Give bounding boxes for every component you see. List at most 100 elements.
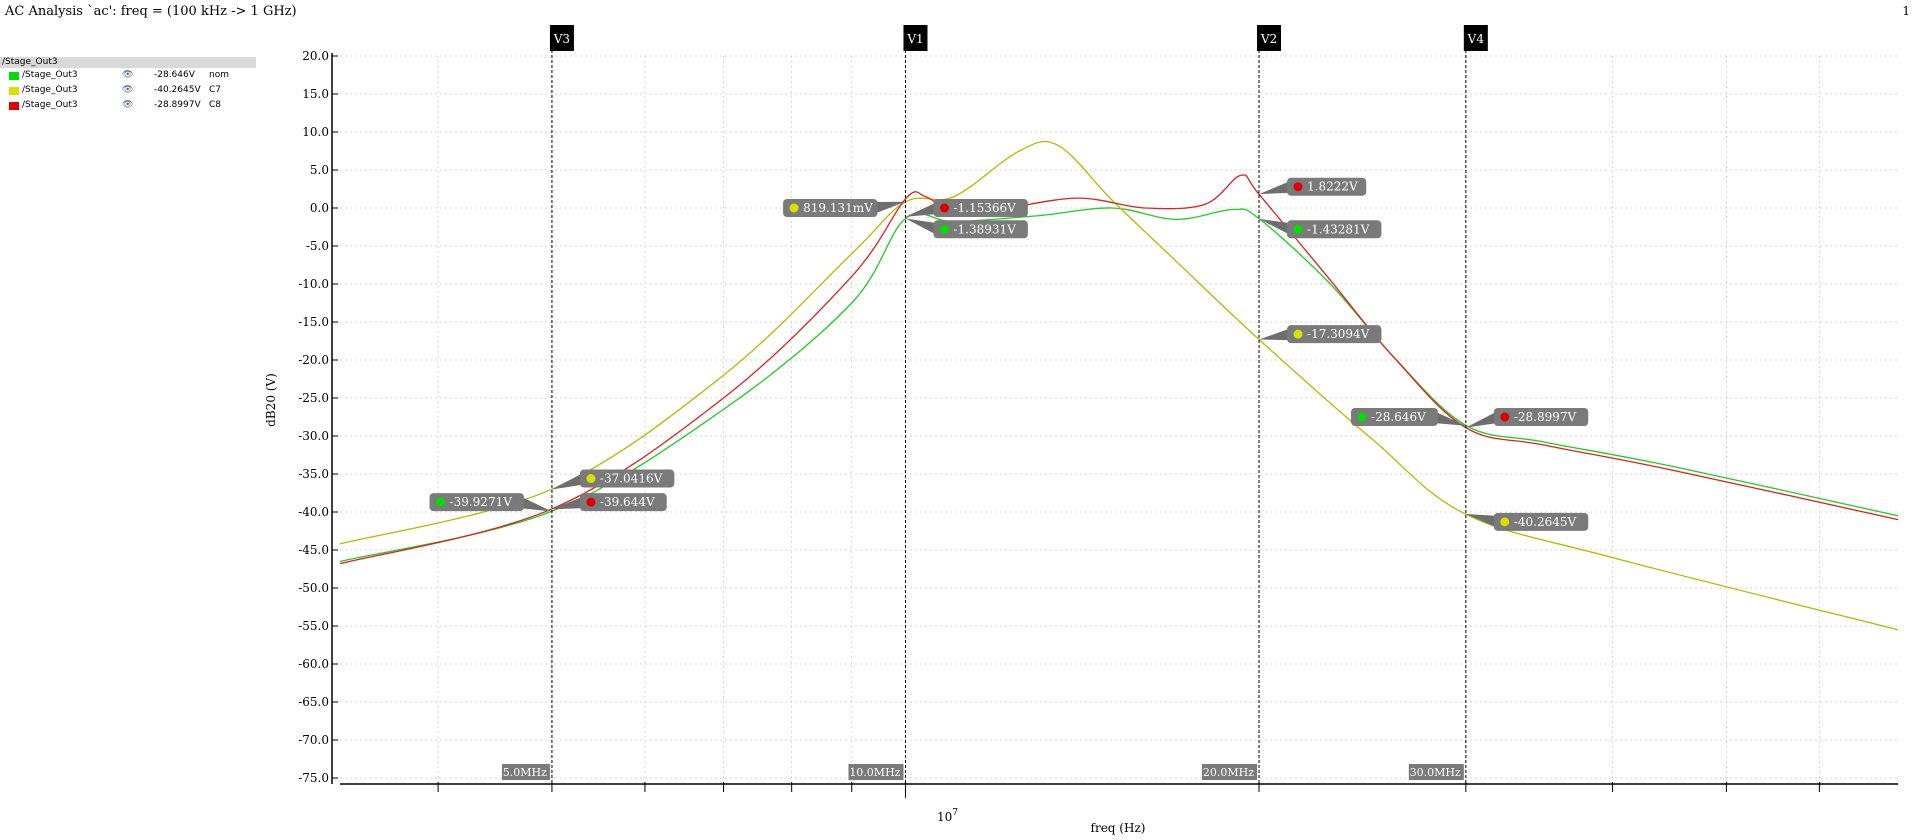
legend-signal-name: /Stage_Out3	[22, 100, 78, 110]
legend-corner: nom	[209, 70, 229, 80]
y-tick-label: -15.0	[298, 315, 329, 329]
callout-dot	[586, 497, 596, 507]
callout-dot	[1293, 224, 1303, 234]
y-tick-label: -60.0	[298, 657, 329, 671]
y-tick-label: -25.0	[298, 391, 329, 405]
x-decade-label: 107	[937, 808, 958, 824]
x-decade-base: 10	[937, 810, 952, 824]
marker-tag-label: V4	[1467, 32, 1485, 46]
callout-value: -37.0416V	[600, 472, 663, 486]
callout-value: -40.2645V	[1514, 515, 1577, 529]
legend-corner: C8	[209, 100, 222, 110]
y-tick-label: -35.0	[298, 467, 329, 481]
y-tick-label: 5.0	[310, 163, 329, 177]
eye-icon[interactable]: 👁	[122, 70, 134, 80]
y-axis-label: dB20 (V)	[264, 373, 278, 427]
y-tick-label: -30.0	[298, 429, 329, 443]
y-tick-label: -5.0	[306, 239, 329, 253]
callout-box	[1287, 325, 1382, 344]
callout-value: -1.15366V	[953, 201, 1016, 215]
callout-value: 1.8222V	[1307, 180, 1358, 194]
legend-swatch-nom	[9, 72, 19, 80]
callout-box	[429, 493, 524, 512]
marker-tag-v4	[1463, 25, 1488, 51]
curve-nom	[339, 207, 1899, 563]
y-tick-label: -70.0	[298, 733, 329, 747]
y-tick-label: -40.0	[298, 505, 329, 519]
callout-pointer	[1259, 218, 1292, 236]
legend-signal-name: /Stage_Out3	[22, 85, 78, 95]
callout-dot	[939, 224, 949, 234]
callout-value: 819.131mV	[803, 201, 873, 215]
callout-pointer	[1465, 514, 1498, 528]
vertical-markers: V3 5.0MHz V1 10.0MHz V2 20.0MHz V4 30.0MHz	[501, 25, 1488, 784]
y-tick-label: 20.0	[302, 49, 329, 63]
callout-dot	[436, 497, 446, 507]
callout-box	[1351, 408, 1438, 426]
marker-tag-v2	[1257, 25, 1282, 51]
y-tick-label: -50.0	[298, 581, 329, 595]
y-tick-label: -20.0	[298, 353, 329, 367]
legend-corner: C7	[209, 85, 222, 95]
legend-swatch-c8	[9, 102, 19, 110]
grid	[340, 55, 1898, 779]
legend-value: -28.646V	[154, 70, 195, 80]
y-tick-label: 10.0	[302, 125, 329, 139]
callout-pointer	[905, 202, 938, 217]
callout-pointer	[551, 472, 584, 490]
callout-pointer	[519, 496, 552, 512]
marker-freq-label: 20.0MHz	[1203, 766, 1254, 779]
marker-freq-label: 30.0MHz	[1410, 766, 1461, 779]
x-axis-label: freq (Hz)	[1091, 821, 1146, 835]
callout-value: -28.8997V	[1514, 410, 1577, 424]
curve-c7	[339, 140, 1899, 631]
callout-box	[579, 493, 667, 512]
marker-freq-label: 10.0MHz	[849, 766, 900, 779]
eye-icon[interactable]: 👁	[122, 100, 134, 110]
marker-tag-label: V2	[1260, 32, 1277, 46]
legend-item-c7[interactable]: /Stage_Out3 👁 -40.2645V C7	[0, 83, 256, 98]
callout-box	[783, 199, 878, 217]
marker-tag-v1	[903, 25, 928, 51]
marker-tag-v3	[549, 25, 574, 51]
legend-signal-name: /Stage_Out3	[22, 70, 78, 80]
callout-dot	[1293, 182, 1303, 192]
callout-dot	[1500, 517, 1510, 527]
legend-header[interactable]: /Stage_Out3	[0, 57, 256, 68]
y-tick-label: -10.0	[298, 277, 329, 291]
marker-annotations: -37.0416V -39.644V -39.9271V 819.131mV -1.15…	[429, 177, 1589, 531]
callout-pointer	[1259, 328, 1292, 341]
eye-icon[interactable]: 👁	[122, 85, 134, 95]
legend-item-nom[interactable]: /Stage_Out3 👁 -28.646V nom	[0, 68, 256, 83]
callout-box	[1493, 512, 1589, 531]
callout-dot	[586, 474, 596, 484]
callout-pointer	[873, 201, 906, 214]
callout-pointer	[1433, 411, 1466, 426]
callout-value: -17.3094V	[1307, 327, 1370, 341]
page-number: 1	[1902, 4, 1910, 18]
callout-box	[579, 469, 675, 488]
x-decade-exponent: 7	[952, 808, 958, 818]
callout-pointer	[905, 218, 938, 236]
marker-freq-label: 5.0MHz	[503, 766, 547, 779]
callout-dot	[789, 203, 799, 213]
marker-tag-label: V1	[906, 32, 923, 46]
callout-pointer	[1465, 411, 1498, 428]
marker-tag-label: V3	[553, 32, 570, 46]
callout-pointer	[1259, 180, 1292, 195]
legend-item-c8[interactable]: /Stage_Out3 👁 -28.8997V C8	[0, 98, 256, 113]
callout-value: -39.644V	[600, 495, 655, 509]
marker-freq-box	[1408, 764, 1464, 780]
callout-box	[933, 199, 1028, 217]
legend-panel: /Stage_Out3 /Stage_Out3 👁 -28.646V nom /…	[0, 57, 256, 113]
y-tick-label: -45.0	[298, 543, 329, 557]
callout-value: -28.646V	[1371, 410, 1426, 424]
marker-freq-box	[501, 764, 550, 780]
callout-pointer	[551, 496, 584, 510]
callout-dot	[1500, 412, 1510, 422]
marker-freq-box	[848, 764, 904, 780]
curve-c8	[339, 174, 1899, 565]
curves	[339, 140, 1899, 631]
y-tick-label: -65.0	[298, 695, 329, 709]
